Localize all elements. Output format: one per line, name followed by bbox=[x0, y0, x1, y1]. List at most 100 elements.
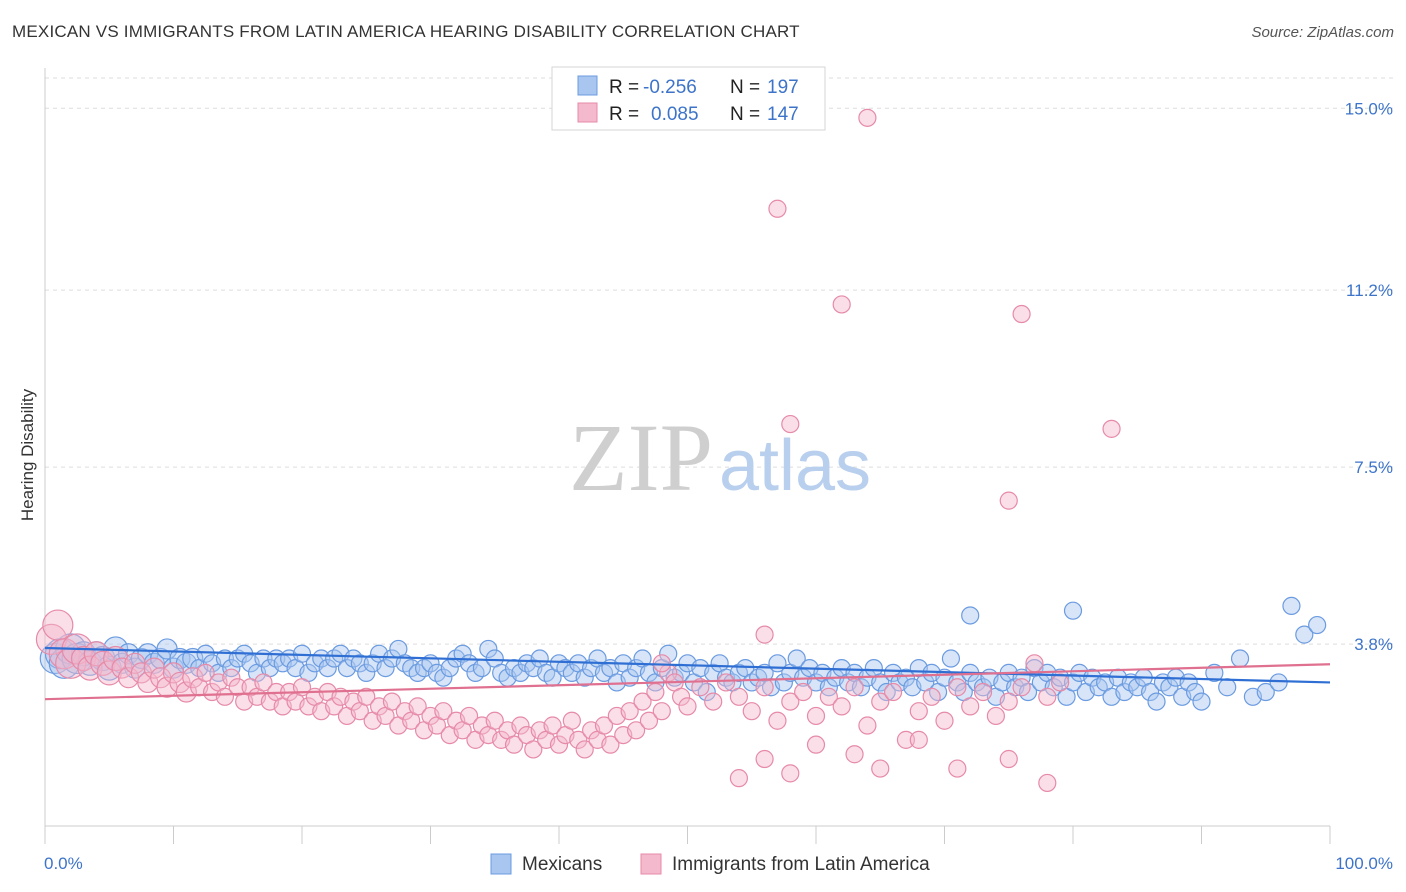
point-immigrants bbox=[845, 678, 864, 697]
point-mexicans bbox=[1308, 615, 1327, 635]
point-immigrants bbox=[845, 745, 864, 764]
point-mexicans bbox=[659, 644, 678, 663]
point-immigrants bbox=[511, 716, 530, 735]
point-immigrants bbox=[96, 660, 122, 686]
point-mexicans bbox=[896, 668, 916, 687]
legend-r-label-1: R = bbox=[609, 77, 639, 98]
y-tick-label: 7.5% bbox=[1354, 458, 1393, 477]
x-tick-label-start: 0.0% bbox=[44, 854, 83, 873]
point-immigrants bbox=[652, 702, 671, 721]
x-tick-labels: 0.0% 100.0% bbox=[44, 854, 1393, 873]
point-immigrants bbox=[832, 295, 851, 314]
point-mexicans bbox=[851, 678, 871, 697]
legend-n-value-1: 197 bbox=[767, 77, 799, 98]
y-axis-label: Hearing Disability bbox=[18, 388, 37, 521]
point-mexicans bbox=[182, 647, 204, 670]
point-mexicans bbox=[434, 668, 453, 687]
point-immigrants bbox=[806, 706, 826, 726]
series-immigrants bbox=[35, 108, 1121, 793]
point-immigrants bbox=[620, 702, 639, 721]
point-mexicans bbox=[1185, 682, 1205, 702]
bottom-legend-swatch-immigrants bbox=[640, 853, 662, 875]
point-immigrants bbox=[196, 663, 215, 682]
point-mexicans bbox=[1218, 678, 1237, 697]
point-immigrants bbox=[768, 711, 787, 730]
point-mexicans bbox=[871, 673, 890, 692]
point-immigrants bbox=[182, 667, 204, 689]
point-immigrants bbox=[408, 697, 427, 716]
point-immigrants bbox=[755, 749, 774, 769]
point-immigrants bbox=[1025, 654, 1044, 673]
point-immigrants bbox=[781, 764, 800, 783]
y-tick-label: 15.0% bbox=[1345, 99, 1393, 118]
point-mexicans bbox=[222, 659, 241, 678]
point-immigrants bbox=[42, 609, 74, 641]
point-immigrants bbox=[806, 735, 826, 754]
point-mexicans bbox=[1063, 601, 1083, 620]
point-immigrants bbox=[935, 711, 954, 730]
point-mexicans bbox=[973, 678, 993, 697]
point-immigrants bbox=[871, 759, 890, 778]
point-immigrants bbox=[909, 730, 928, 749]
point-immigrants bbox=[103, 645, 129, 672]
point-immigrants bbox=[742, 702, 761, 721]
point-immigrants bbox=[755, 625, 774, 644]
point-immigrants bbox=[646, 682, 665, 702]
point-mexicans bbox=[1295, 625, 1314, 644]
trend-line-immigrants bbox=[44, 663, 1331, 701]
point-mexicans bbox=[1230, 649, 1250, 668]
point-mexicans bbox=[941, 649, 961, 668]
legend-swatch-blue bbox=[577, 75, 598, 96]
point-mexicans bbox=[318, 659, 337, 678]
bottom-legend-immigrants: Immigrants from Latin America bbox=[672, 854, 930, 875]
point-immigrants bbox=[254, 673, 273, 692]
point-immigrants bbox=[678, 697, 697, 716]
point-immigrants bbox=[871, 692, 890, 711]
x-tick-label-end: 100.0% bbox=[1335, 854, 1393, 873]
point-mexicans bbox=[1282, 596, 1301, 615]
trend-line-mexicans bbox=[44, 646, 1331, 684]
chart-title: MEXICAN VS IMMIGRANTS FROM LATIN AMERICA… bbox=[12, 22, 800, 41]
point-immigrants bbox=[549, 735, 569, 754]
legend: R = -0.256 N = 197 R = 0.085 N = 147 bbox=[551, 66, 826, 131]
point-immigrants bbox=[357, 687, 376, 706]
point-mexicans bbox=[1269, 673, 1288, 692]
point-immigrants bbox=[961, 697, 980, 716]
point-immigrants bbox=[1038, 773, 1057, 793]
watermark-zip: ZIPatlas bbox=[569, 404, 871, 511]
point-immigrants bbox=[999, 491, 1018, 510]
point-immigrants bbox=[781, 414, 800, 434]
point-immigrants bbox=[716, 673, 736, 692]
y-tick-labels: 3.8% 7.5% 11.2% 15.0% bbox=[1345, 99, 1393, 654]
point-immigrants bbox=[883, 682, 903, 702]
axes bbox=[44, 68, 1331, 844]
point-immigrants bbox=[858, 716, 877, 735]
point-mexicans bbox=[376, 659, 395, 678]
point-immigrants bbox=[504, 735, 524, 754]
point-immigrants bbox=[601, 735, 620, 754]
point-mexicans bbox=[1140, 682, 1160, 702]
point-immigrants bbox=[77, 655, 103, 681]
y-tick-label: 3.8% bbox=[1354, 635, 1393, 654]
bottom-legend: Mexicans Immigrants from Latin America bbox=[490, 853, 930, 875]
point-mexicans bbox=[479, 639, 498, 659]
point-immigrants bbox=[594, 716, 614, 735]
point-mexicans bbox=[787, 649, 806, 668]
point-immigrants bbox=[781, 692, 800, 711]
point-immigrants bbox=[382, 692, 402, 711]
point-immigrants bbox=[1102, 419, 1121, 438]
gridlines bbox=[45, 77, 1395, 645]
legend-n-value-2: 147 bbox=[767, 104, 799, 125]
point-immigrants bbox=[819, 687, 838, 706]
y-tick-label: 11.2% bbox=[1346, 281, 1393, 300]
point-mexicans bbox=[215, 649, 234, 668]
point-mexicans bbox=[1256, 682, 1275, 702]
point-immigrants bbox=[973, 682, 993, 702]
point-immigrants bbox=[948, 678, 967, 697]
point-immigrants bbox=[639, 711, 659, 730]
point-immigrants bbox=[671, 687, 691, 706]
point-mexicans bbox=[357, 663, 376, 682]
bottom-legend-mexicans: Mexicans bbox=[522, 854, 602, 875]
legend-r-value-1: -0.256 bbox=[643, 77, 697, 98]
